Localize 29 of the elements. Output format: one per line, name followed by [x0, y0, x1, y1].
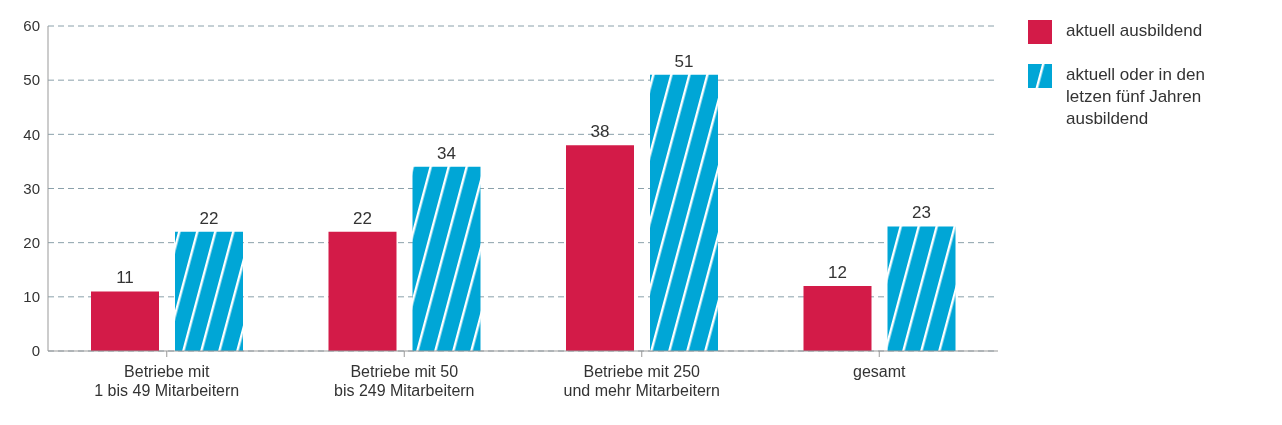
legend-label: aktuell ausbildend	[1066, 20, 1204, 42]
y-tick-label: 10	[23, 288, 40, 306]
data-label: 11	[116, 268, 134, 288]
legend-label: aktuell oder in den letzen fünf Jahren ausbildend	[1066, 64, 1206, 130]
x-tick-label: Betriebe mit 250 und mehr Mitarbeitern	[563, 363, 721, 399]
y-tick-label: 60	[23, 17, 40, 35]
y-tick-label: 20	[23, 233, 40, 251]
bar	[412, 166, 481, 351]
data-label: 12	[828, 263, 847, 282]
y-tick-label: 50	[23, 71, 40, 89]
bar	[650, 74, 718, 351]
bar	[887, 226, 956, 351]
bar	[803, 286, 872, 351]
bar	[175, 231, 243, 351]
data-label: 38	[590, 122, 610, 142]
bar	[91, 291, 159, 351]
y-tick-label: 40	[23, 125, 40, 143]
x-tick-label: Betriebe mit 1 bis 49 Mitarbeitern	[94, 363, 240, 399]
y-tick-label: 0	[31, 342, 40, 360]
data-label: 22	[353, 208, 372, 228]
x-tick-label: gesamt	[853, 363, 907, 380]
data-label: 34	[437, 143, 456, 163]
x-tick-label: Betriebe mit 50 bis 249 Mitarbeitern	[333, 363, 475, 399]
data-label: 22	[199, 208, 219, 228]
y-tick-label: 30	[23, 179, 40, 197]
bar	[328, 231, 397, 351]
bar	[566, 145, 634, 351]
data-label: 51	[674, 51, 694, 71]
data-label: 23	[912, 203, 931, 223]
